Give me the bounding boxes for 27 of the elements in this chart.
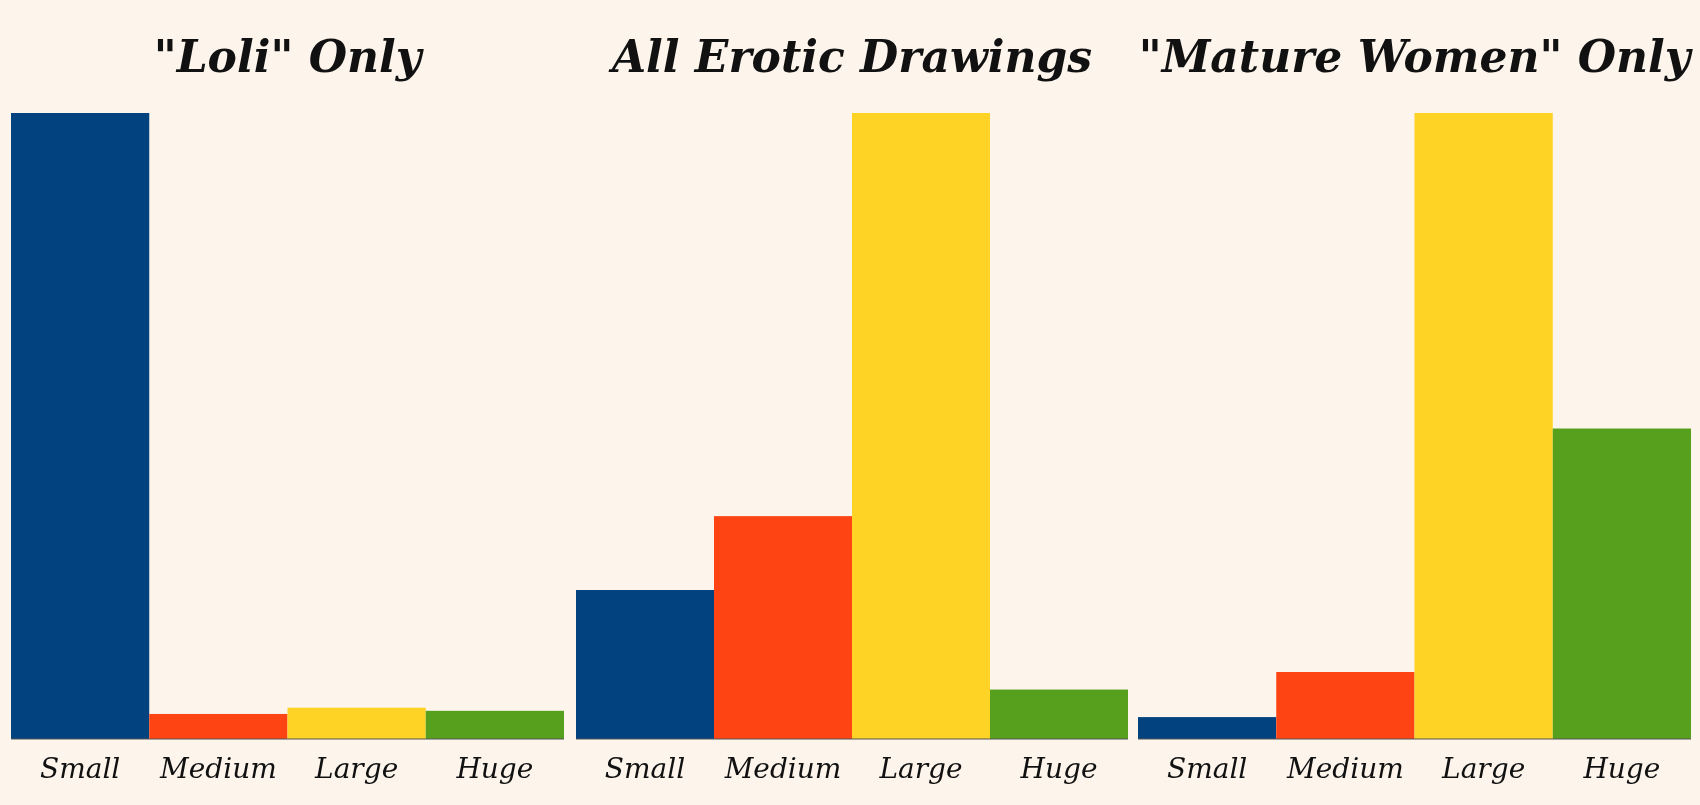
- bar: [287, 707, 426, 739]
- bar: [990, 689, 1128, 739]
- x-tick-label: Large: [1441, 752, 1526, 785]
- chart-title: All Erotic Drawings: [607, 31, 1093, 82]
- bar: [1414, 113, 1553, 739]
- x-tick-label: Small: [604, 752, 686, 785]
- x-tick-label: Huge: [1582, 752, 1661, 785]
- x-tick-label: Large: [878, 752, 963, 785]
- bar: [1138, 717, 1277, 739]
- bar: [11, 113, 150, 739]
- x-tick-label: Small: [1166, 752, 1248, 785]
- bar: [852, 113, 990, 739]
- bar: [576, 590, 714, 739]
- x-tick-label: Medium: [159, 752, 277, 785]
- chart-title: "Loli" Only: [153, 31, 425, 82]
- bar: [149, 713, 288, 739]
- bar: [1276, 672, 1415, 739]
- bar: [425, 710, 564, 739]
- x-tick-label: Medium: [723, 752, 842, 785]
- bar: [714, 516, 852, 739]
- x-tick-label: Small: [39, 752, 121, 785]
- bar: [1552, 428, 1691, 739]
- x-tick-label: Huge: [1019, 752, 1098, 785]
- x-tick-label: Medium: [1286, 752, 1404, 785]
- x-tick-label: Large: [314, 752, 399, 785]
- x-tick-label: Huge: [455, 752, 534, 785]
- chart-title: "Mature Women" Only: [1138, 31, 1694, 82]
